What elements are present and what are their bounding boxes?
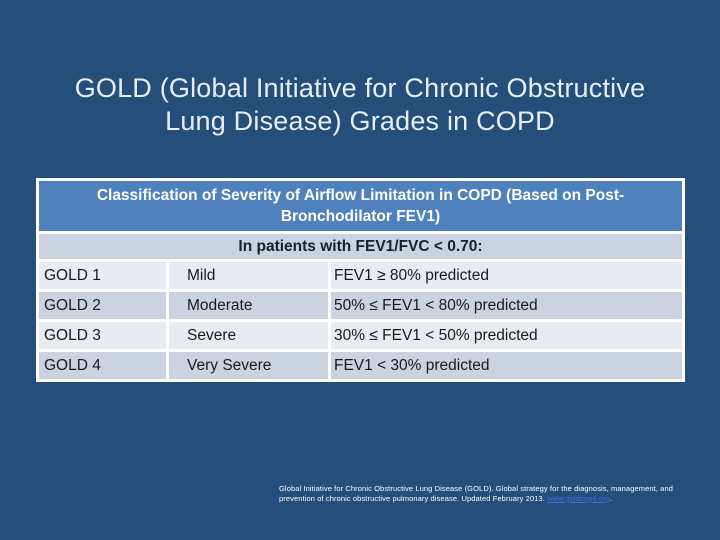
citation-line2: prevention of chronic obstructive pulmon… xyxy=(279,493,548,503)
slide-title: GOLD (Global Initiative for Chronic Obst… xyxy=(0,72,720,138)
table-row-gold4: GOLD 4 Very Severe FEV1 < 30% predicted xyxy=(39,352,682,379)
table-header: Classification of Severity of Airflow Li… xyxy=(39,181,682,231)
grade-cell: GOLD 4 xyxy=(39,352,166,379)
citation-line2-end: . xyxy=(610,493,613,503)
severity-cell: Moderate xyxy=(169,292,328,319)
table-row-gold1: GOLD 1 Mild FEV1 ≥ 80% predicted xyxy=(39,262,682,289)
citation: Global Initiative for Chronic Obstructiv… xyxy=(279,484,703,503)
severity-cell: Very Severe xyxy=(169,352,328,379)
criteria-cell: 50% ≤ FEV1 < 80% predicted xyxy=(331,292,682,319)
criteria-cell: 30% ≤ FEV1 < 50% predicted xyxy=(331,322,682,349)
slide-title-line2: Lung Disease) Grades in COPD xyxy=(165,106,555,136)
grade-cell: GOLD 1 xyxy=(39,262,166,289)
classification-table: Classification of Severity of Airflow Li… xyxy=(36,178,685,382)
grade-cell: GOLD 3 xyxy=(39,322,166,349)
table-subheader: In patients with FEV1/FVC < 0.70: xyxy=(39,234,682,259)
citation-link[interactable]: www.goldcopd.org xyxy=(547,493,611,503)
severity-cell: Mild xyxy=(169,262,328,289)
severity-cell: Severe xyxy=(169,322,328,349)
slide-title-line1: GOLD (Global Initiative for Chronic Obst… xyxy=(74,73,646,103)
grade-cell: GOLD 2 xyxy=(39,292,166,319)
criteria-cell: FEV1 < 30% predicted xyxy=(331,352,682,379)
table-row-gold2: GOLD 2 Moderate 50% ≤ FEV1 < 80% predict… xyxy=(39,292,682,319)
criteria-cell: FEV1 ≥ 80% predicted xyxy=(331,262,682,289)
table-row-gold3: GOLD 3 Severe 30% ≤ FEV1 < 50% predicted xyxy=(39,322,682,349)
citation-line1: Global Initiative for Chronic Obstructiv… xyxy=(279,484,673,493)
